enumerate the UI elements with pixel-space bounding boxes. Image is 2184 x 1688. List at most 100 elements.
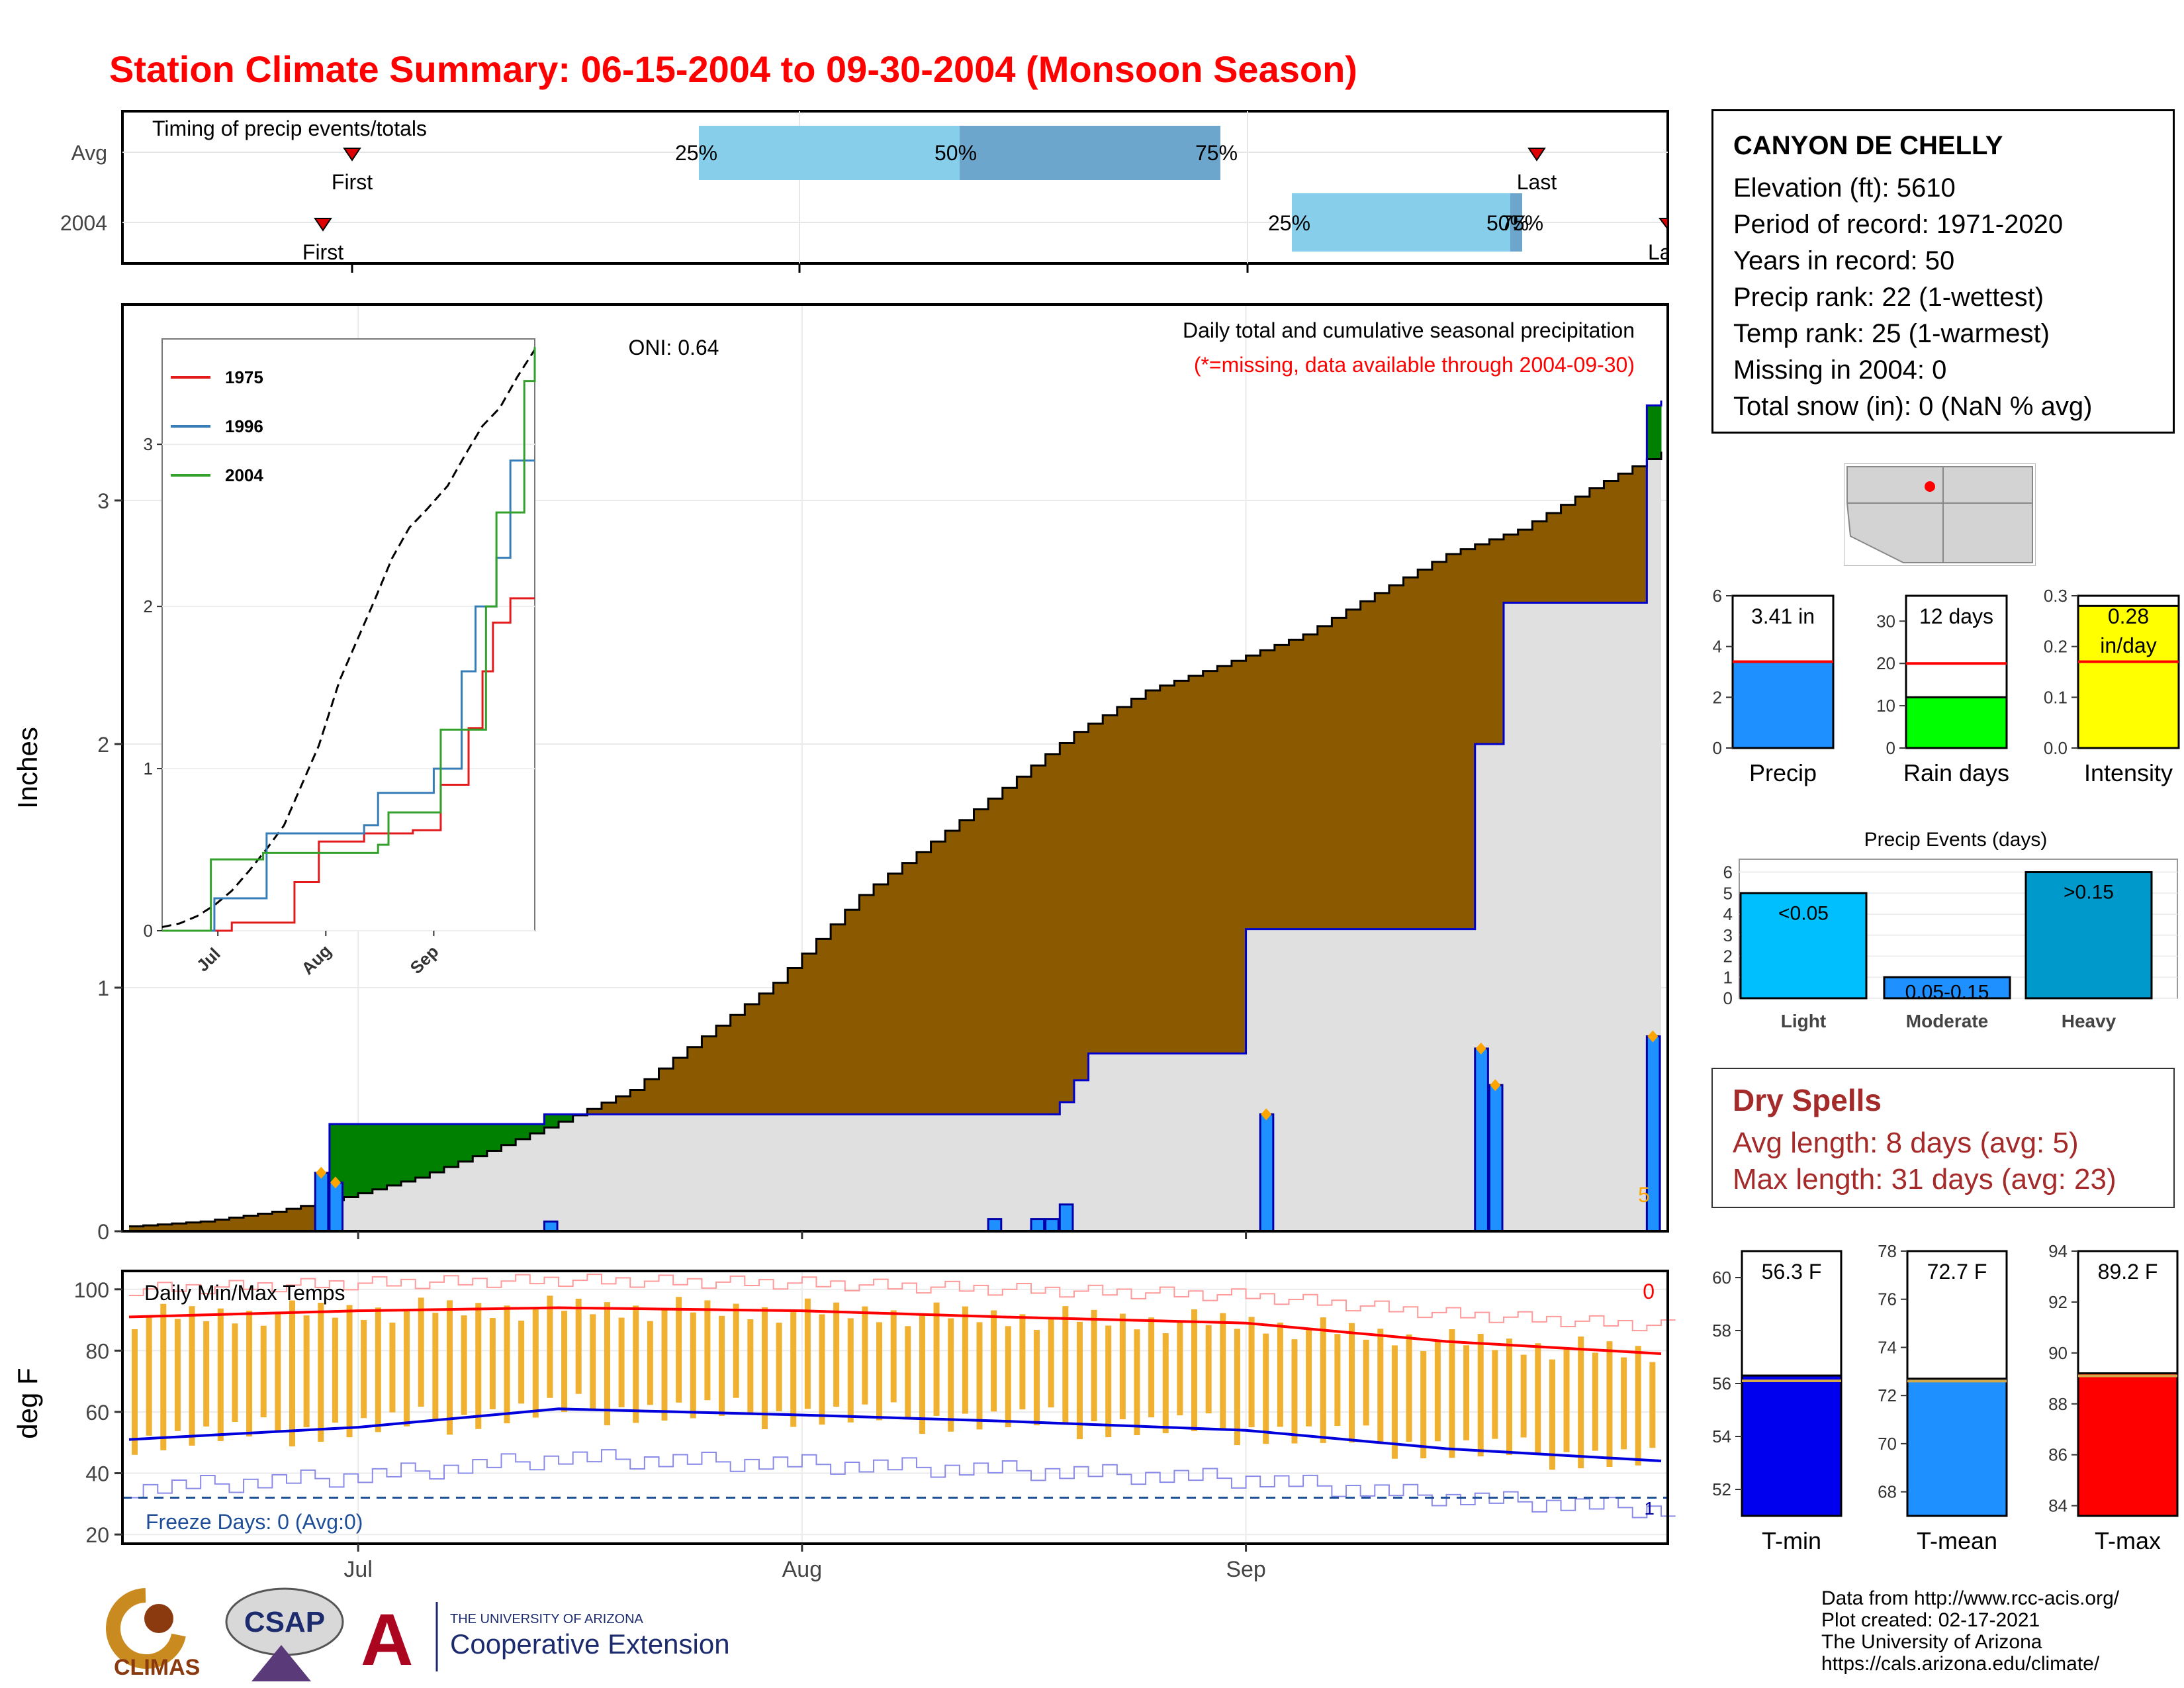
daily-temp-range <box>1649 1362 1656 1448</box>
daily-temp-range <box>1563 1348 1570 1452</box>
daily-temp-range <box>933 1302 940 1416</box>
surplus-area <box>343 1124 359 1197</box>
daily-temp-range <box>146 1316 152 1436</box>
deficit-area <box>988 798 1003 1115</box>
heavy-event-marker <box>316 1166 327 1179</box>
timing-panel: Timing of precip events/totals Avg 2004 … <box>60 110 1669 273</box>
dry-spells-max: Max length: 31 days (avg: 23) <box>1733 1163 2116 1196</box>
temp-ytick-label: 20 <box>85 1523 109 1547</box>
surplus-area <box>529 1124 545 1134</box>
deficit-area <box>1388 585 1404 929</box>
csap-logo: CSAP <box>225 1587 344 1681</box>
timing-avg-first: First <box>332 170 373 194</box>
daily-temp-range <box>361 1320 367 1419</box>
deficit-area <box>1174 680 1189 1054</box>
daily-temp-range <box>289 1300 295 1447</box>
deficit-area <box>300 1205 316 1231</box>
daily-temp-range <box>1492 1350 1498 1439</box>
timing-2004-25-50 <box>1292 193 1510 252</box>
surplus-area <box>486 1124 502 1151</box>
deficit-area <box>673 1057 688 1115</box>
temp-ylabel: deg F <box>12 1368 43 1438</box>
deficit-area <box>1375 592 1390 929</box>
events-bar-label: Moderate <box>1906 1011 1988 1031</box>
summary-precip-tick-label: 0 <box>1713 738 1722 758</box>
daily-temp-range <box>1234 1329 1240 1446</box>
events-bar-moderate <box>1883 976 2011 1000</box>
daily-temp-range <box>733 1303 739 1398</box>
precip-ytick-label: 3 <box>97 489 109 513</box>
heavy-event-marker <box>330 1176 341 1189</box>
surplus-area <box>358 1124 373 1194</box>
heavy-event-marker <box>1475 1043 1486 1055</box>
temp-t-mean-tick-label: 78 <box>1878 1241 1897 1261</box>
precip-ytick-label: 1 <box>97 976 109 1000</box>
deficit-area <box>1246 655 1261 929</box>
timing-avg-p50: 50% <box>934 141 977 165</box>
station-info-box: CANYON DE CHELLY Elevation (ft): 5610 Pe… <box>1711 109 2175 434</box>
temp-xtick-label: Aug <box>782 1557 823 1582</box>
daily-precip-bar <box>1030 1218 1046 1233</box>
daily-temp-range <box>1263 1333 1269 1444</box>
daily-temp-range <box>919 1314 925 1434</box>
deficit-area <box>1475 544 1490 744</box>
deficit-area <box>1604 481 1619 603</box>
deficit-area <box>272 1211 287 1231</box>
deficit-area <box>1002 788 1017 1115</box>
deficit-area <box>171 1223 187 1231</box>
daily-precip-bar <box>1474 1047 1489 1233</box>
record-min-line <box>129 1449 1676 1519</box>
station-location-marker <box>1925 481 1935 492</box>
deficit-area <box>1160 685 1175 1054</box>
station-years: Years in record: 50 <box>1733 246 1955 275</box>
daily-temp-range <box>1076 1321 1083 1440</box>
timing-2004-50-75 <box>1510 193 1522 252</box>
deficit-area <box>229 1217 244 1231</box>
deficit-area <box>1317 626 1332 929</box>
temp-t-max-tick-label: 92 <box>2048 1292 2068 1312</box>
deficit-area <box>1203 671 1218 1054</box>
daily-temp-range <box>174 1319 181 1431</box>
locator-map <box>1844 463 2036 566</box>
daily-temp-range <box>1391 1345 1398 1459</box>
ua-small-text: THE UNIVERSITY OF ARIZONA <box>450 1612 644 1626</box>
deficit-area <box>1031 765 1046 1115</box>
credit-university: The University of Arizona <box>1821 1631 2042 1653</box>
temp-ytick-label: 40 <box>85 1462 109 1486</box>
events-bar-label: Light <box>1781 1011 1826 1031</box>
deficit-area <box>902 863 917 1115</box>
deficit-area <box>1045 754 1060 1115</box>
daily-temp-range <box>1291 1339 1298 1444</box>
daily-temp-range <box>1434 1340 1441 1442</box>
temp-t-mean-tick-label: 72 <box>1878 1385 1897 1405</box>
daily-temp-range <box>604 1302 610 1426</box>
daily-temp-range <box>1477 1334 1484 1457</box>
station-name: CANYON DE CHELLY <box>1733 131 2003 160</box>
summary-intensity-tick-label: 0.2 <box>2044 637 2068 657</box>
timing-label: Timing of precip events/totals <box>152 117 427 140</box>
daily-temp-range <box>1005 1326 1011 1428</box>
summary-precip-bar <box>1731 660 1835 749</box>
daily-temp-range <box>661 1309 668 1421</box>
station-temp-rank: Temp rank: 25 (1-warmest) <box>1733 319 2050 348</box>
daily-temp-range <box>1592 1352 1598 1451</box>
daily-temp-range <box>260 1325 267 1418</box>
deficit-area <box>158 1224 173 1231</box>
daily-precip-bar <box>987 1218 1003 1233</box>
summary-intensity-tick-label: 0.3 <box>2044 586 2068 606</box>
daily-temp-range <box>475 1303 482 1429</box>
summary-rain-days-label: Rain days <box>1903 759 2009 786</box>
daily-temp-range <box>160 1303 167 1450</box>
events-tick-label: 2 <box>1723 947 1733 966</box>
avg-cumulative-line <box>129 451 1662 1228</box>
daily-temp-range <box>461 1315 467 1415</box>
surplus-area <box>401 1124 416 1182</box>
daily-temp-range <box>1463 1345 1470 1440</box>
temp-t-mean-value: 72.7 F <box>1927 1260 1987 1284</box>
temp-t-mean-bar <box>1906 1378 2008 1517</box>
temp-t-min-tick-label: 54 <box>1712 1427 1731 1446</box>
deficit-area <box>1403 577 1418 929</box>
daily-temp-range <box>1191 1309 1198 1432</box>
heavy-event-marker <box>1261 1108 1272 1121</box>
temp-t-max-value: 89.2 F <box>2098 1260 2158 1284</box>
